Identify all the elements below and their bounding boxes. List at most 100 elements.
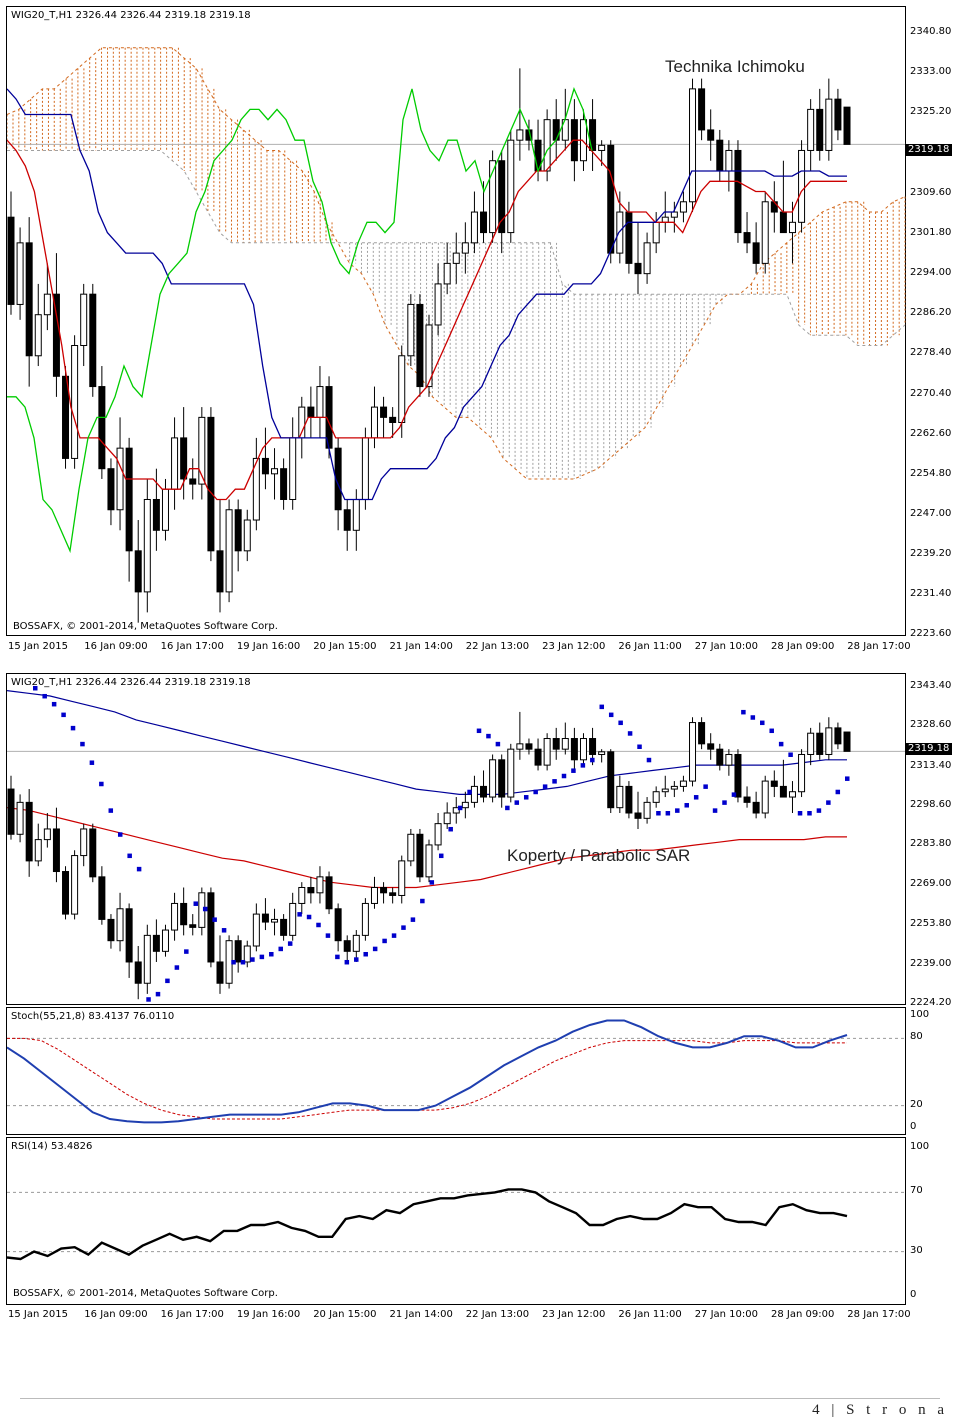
parabolic-sar-dot: [590, 757, 595, 763]
bearish-candle: [634, 812, 642, 819]
bearish-candle: [216, 550, 224, 593]
parabolic-sar-dot: [212, 917, 217, 922]
bearish-candle: [98, 876, 106, 920]
x-tick-label: 22 Jan 13:00: [465, 1309, 530, 1320]
parabolic-sar-dot: [221, 928, 227, 933]
bearish-candle: [707, 743, 715, 750]
bullish-candle: [679, 201, 687, 213]
bearish-candle: [607, 751, 615, 809]
bullish-candle: [807, 732, 815, 755]
parabolic-sar-dot: [618, 720, 623, 726]
bullish-candle: [425, 324, 433, 388]
bullish-candle: [461, 242, 469, 254]
ichimoku-overlay-label: Technika Ichimoku: [665, 57, 805, 76]
y-tick-label: 20: [910, 1098, 923, 1110]
bearish-candle: [134, 550, 142, 593]
rsi-plot: [7, 1188, 907, 1261]
bullish-candle: [788, 221, 796, 234]
bearish-candle: [779, 785, 787, 798]
parabolic-sar-dot: [429, 880, 435, 885]
sar-chart-panel[interactable]: WIG20_T,H1 2326.44 2326.44 2319.18 2319.…: [6, 673, 907, 1005]
parabolic-sar-dot: [797, 811, 803, 816]
bearish-candle: [280, 918, 288, 936]
bearish-candle: [107, 918, 115, 942]
bullish-candle: [643, 242, 651, 275]
bullish-candle: [370, 406, 378, 439]
y-tick-label: 2247.00: [910, 507, 952, 519]
bullish-candle: [225, 509, 233, 593]
parabolic-sar-dot: [420, 898, 425, 904]
bearish-candle: [498, 160, 506, 234]
bearish-candle: [570, 738, 578, 761]
bearish-candle: [62, 871, 70, 915]
bullish-candle: [161, 488, 169, 531]
y-tick-label: 2340.80: [910, 26, 952, 38]
rsi-panel[interactable]: RSI(14) 53.4826 BOSSAFX, © 2001-2014, Me…: [6, 1137, 907, 1305]
bearish-candle: [180, 902, 188, 926]
parabolic-sar-dot: [70, 725, 76, 731]
y-tick-label: 2269.00: [910, 877, 952, 889]
bullish-candle: [489, 759, 497, 798]
parabolic-sar-dot: [712, 808, 718, 813]
parabolic-sar-dot: [184, 949, 189, 954]
stochastic-title: Stoch(55,21,8) 83.4137 76.0110: [11, 1011, 175, 1022]
bearish-candle: [25, 242, 33, 357]
parabolic-sar-dot: [306, 914, 312, 920]
bearish-candle: [343, 940, 351, 952]
x-tick-label: 16 Jan 09:00: [84, 1309, 148, 1320]
bullish-candle: [71, 855, 79, 915]
parabolic-sar-dot: [33, 685, 38, 691]
bearish-candle: [534, 748, 542, 766]
stochastic-plot: [7, 1019, 907, 1124]
bearish-candle: [134, 961, 142, 984]
parabolic-sar-dot: [760, 720, 765, 726]
parabolic-sar-dot: [325, 933, 331, 938]
y-tick-label: 2239.00: [910, 957, 952, 969]
parabolic-sar-dot: [335, 954, 340, 960]
parabolic-sar-dot: [750, 715, 756, 720]
ichimoku-chart-title: WIG20_T,H1 2326.44 2326.44 2319.18 2319.…: [11, 10, 251, 21]
bearish-candle: [816, 732, 824, 755]
bullish-candle: [80, 293, 88, 347]
bullish-candle: [452, 252, 460, 264]
parabolic-sar-dot: [439, 853, 444, 859]
parabolic-sar-dot: [627, 731, 633, 736]
bullish-candle: [361, 902, 369, 936]
bearish-candle: [62, 375, 70, 459]
x-tick-label: 28 Jan 17:00: [847, 641, 911, 652]
bullish-candle: [171, 437, 179, 490]
bearish-candle: [525, 743, 533, 750]
parabolic-sar-dot: [816, 808, 822, 813]
bearish-candle: [216, 961, 224, 984]
parabolic-sar-dot: [523, 795, 529, 800]
y-tick-label: 0: [910, 1121, 917, 1132]
parabolic-sar-dot: [80, 741, 85, 747]
bearish-candle: [752, 242, 760, 264]
parabolic-sar-dot: [316, 922, 321, 928]
parabolic-sar-dot: [561, 773, 567, 779]
x-tick-label: 22 Jan 13:00: [465, 641, 530, 652]
parabolic-sar-dot: [552, 779, 557, 784]
bearish-candle: [698, 88, 706, 131]
bullish-candle: [143, 498, 151, 593]
ichimoku-chart-panel[interactable]: WIG20_T,H1 2326.44 2326.44 2319.18 2319.…: [6, 6, 907, 636]
bullish-candle: [425, 844, 433, 878]
parabolic-sar-dot: [278, 946, 283, 952]
parabolic-sar-dot: [240, 959, 246, 965]
stochastic-panel[interactable]: Stoch(55,21,8) 83.4137 76.0110: [6, 1007, 907, 1135]
y-tick-label: 2343.40: [910, 679, 952, 691]
bullish-candle: [598, 144, 606, 151]
y-tick-label: 2309.60: [910, 186, 952, 198]
bearish-candle: [389, 892, 397, 896]
bullish-candle: [670, 211, 678, 218]
chikou-line: [7, 87, 593, 554]
bearish-candle: [634, 262, 642, 275]
x-tick-label: 19 Jan 16:00: [236, 1309, 301, 1320]
bullish-candle: [116, 908, 124, 942]
bullish-candle: [398, 355, 406, 423]
bullish-candle: [161, 929, 169, 952]
y-tick-label: 2325.20: [910, 106, 952, 118]
bullish-candle: [198, 416, 206, 485]
x-tick-label: 23 Jan 12:00: [542, 641, 606, 652]
bullish-candle: [370, 886, 378, 904]
